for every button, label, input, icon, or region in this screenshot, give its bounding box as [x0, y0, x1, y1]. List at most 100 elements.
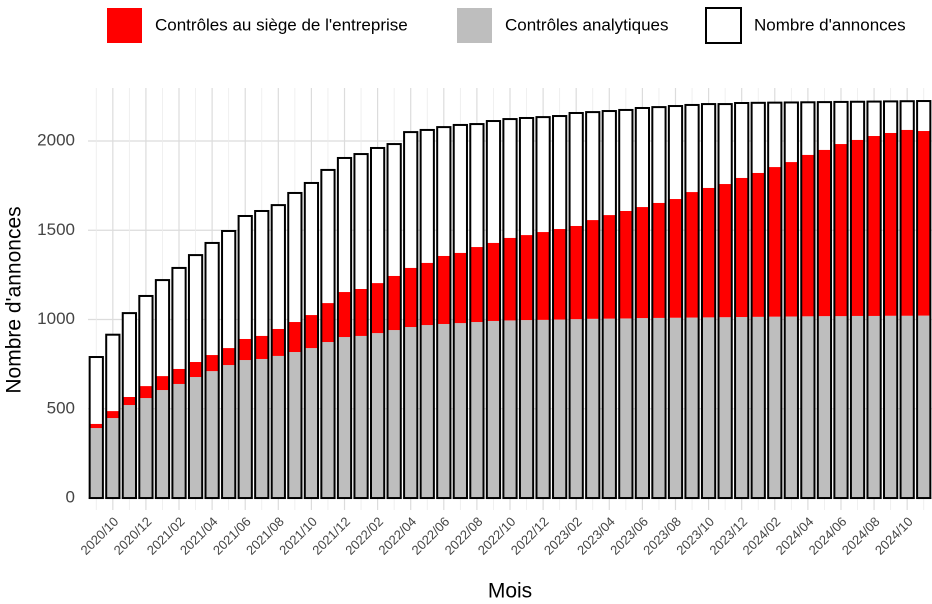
total-bar [866, 100, 882, 500]
total-bar [138, 294, 154, 500]
total-bar [916, 100, 932, 500]
analytics-bar [635, 318, 650, 499]
total-bar [436, 126, 452, 500]
siege-bar [370, 283, 385, 334]
total-bar [336, 156, 353, 500]
siege-bar [751, 172, 765, 317]
legend-label: Contrôles analytiques [505, 15, 668, 34]
analytics-bar [685, 317, 699, 499]
siege-bar [917, 131, 931, 316]
siege-bar [701, 187, 716, 318]
total-bar [833, 100, 849, 500]
siege-bar [89, 423, 103, 429]
siege-bar [619, 210, 633, 319]
analytics-bar [404, 327, 418, 499]
siege-bar [668, 199, 683, 318]
siege-bar [255, 335, 269, 359]
total-bar [154, 279, 171, 500]
analytics-bar [271, 355, 285, 499]
total-bar [171, 266, 187, 500]
total-bar [535, 116, 551, 500]
legend-swatch [457, 8, 492, 43]
y-tick-label: 1500 [37, 220, 75, 239]
analytics-bar [917, 315, 931, 499]
siege-bar [735, 177, 749, 318]
siege-bar [900, 129, 914, 316]
siege-bar [387, 275, 401, 331]
analytics-bar [519, 320, 534, 499]
total-bar [121, 312, 137, 500]
analytics-bar [602, 318, 616, 499]
siege-bar [188, 362, 203, 378]
siege-bar [536, 232, 550, 320]
total-bar [187, 254, 204, 500]
siege-bar [420, 262, 434, 326]
siege-bar [718, 184, 732, 318]
analytics-bar [288, 352, 302, 499]
analytics-bar [884, 315, 898, 499]
analytics-bar [89, 428, 103, 499]
analytics-bar [784, 316, 798, 499]
total-bar [800, 101, 816, 500]
total-bar [502, 118, 518, 500]
total-bar [287, 191, 303, 500]
total-bar [717, 103, 733, 500]
analytics-bar [106, 418, 120, 499]
total-bar [750, 101, 766, 500]
analytics-bar [370, 333, 385, 499]
analytics-bar [321, 342, 335, 499]
analytics-bar [238, 360, 252, 499]
total-bar [403, 131, 419, 500]
siege-bar [337, 292, 352, 338]
total-bar [883, 100, 899, 500]
siege-bar [553, 229, 567, 320]
siege-bar [784, 162, 798, 317]
siege-bar [635, 207, 650, 319]
total-bar [254, 209, 270, 500]
siege-bar [271, 328, 285, 356]
total-bar [634, 106, 651, 500]
total-bar [419, 128, 435, 500]
total-bar [601, 110, 617, 500]
legend-swatch [705, 7, 742, 44]
siege-bar [321, 303, 335, 343]
analytics-bar [387, 330, 401, 499]
analytics-bar [122, 405, 136, 499]
y-tick-label: 500 [47, 398, 75, 417]
total-bar [320, 168, 336, 500]
analytics-bar [768, 316, 782, 499]
analytics-bar [437, 323, 451, 499]
siege-bar [155, 376, 170, 391]
siege-bar [569, 225, 583, 320]
analytics-bar [652, 317, 666, 499]
analytics-bar [751, 316, 765, 499]
total-bar [816, 101, 833, 500]
siege-bar [884, 132, 898, 316]
analytics-bar [718, 317, 732, 499]
analytics-bar [486, 320, 501, 499]
analytics-bar [172, 383, 186, 499]
analytics-bar [337, 337, 352, 499]
total-bar [88, 356, 104, 500]
total-bar [105, 333, 121, 500]
siege-bar [486, 242, 501, 321]
analytics-bar [701, 317, 716, 499]
total-bar [700, 103, 717, 500]
siege-bar [470, 247, 484, 323]
legend-swatch [107, 8, 142, 43]
siege-bar [222, 348, 236, 366]
analytics-bar [222, 365, 236, 499]
siege-bar [801, 154, 815, 317]
analytics-bar [586, 318, 600, 499]
total-bar [568, 111, 584, 500]
siege-bar [519, 235, 534, 321]
analytics-bar [205, 371, 219, 499]
analytics-bar [867, 315, 881, 499]
total-bar [552, 115, 568, 500]
siege-bar [817, 149, 832, 317]
analytics-bar [668, 317, 683, 499]
analytics-bar [900, 315, 914, 499]
siege-bar [172, 368, 186, 384]
x-axis-title: Mois [488, 580, 532, 603]
total-bar [204, 241, 220, 500]
